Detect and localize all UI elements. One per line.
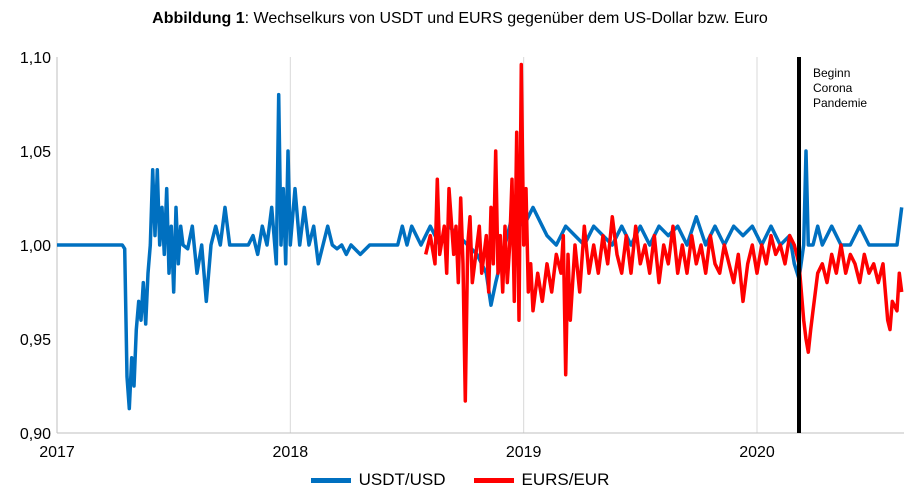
legend-label-usdt: USDT/USD — [358, 470, 446, 489]
x-tick-label-2017: 2017 — [39, 444, 75, 461]
x-tick-label-2018: 2018 — [273, 444, 309, 461]
series-line-1 — [424, 62, 904, 403]
x-tick-label-2019: 2019 — [506, 444, 542, 461]
annotation-text-2: Pandemie — [813, 96, 867, 110]
legend-label-eurs: EURS/EUR — [521, 470, 610, 489]
chart-title: Abbildung 1: Wechselkurs von USDT und EU… — [0, 10, 920, 28]
chart-title-rest: : Wechselkurs von USDT und EURS gegenübe… — [244, 10, 768, 27]
y-tick-label-1: 0,95 — [20, 332, 51, 349]
legend-item-eurs: EURS/EUR — [473, 470, 610, 490]
annotation-text-0: Beginn — [813, 66, 850, 80]
y-tick-label-0: 0,90 — [20, 426, 51, 443]
y-tick-label-4: 1,10 — [20, 50, 51, 67]
series-line-0 — [57, 92, 904, 411]
line-chart: 0,90 0,95 1,00 1,05 1,10 2017 2018 2019 2020 Be… — [20, 50, 904, 461]
chart-title-bold: Abbildung 1 — [152, 10, 245, 27]
legend-swatch-eurs — [473, 477, 514, 483]
y-tick-labels: 0,90 0,95 1,00 1,05 1,10 — [20, 50, 51, 443]
annotation-text-1: Corona — [813, 81, 853, 95]
legend-swatch-usdt — [310, 477, 351, 483]
x-tick-label-2020: 2020 — [739, 444, 775, 461]
legend-item-usdt: USDT/USD — [310, 470, 446, 490]
y-tick-label-3: 1,05 — [20, 144, 51, 161]
y-tick-label-2: 1,00 — [20, 238, 51, 255]
series-lines — [57, 62, 904, 411]
x-tick-labels: 2017 2018 2019 2020 — [39, 444, 775, 461]
legend: USDT/USD EURS/EUR — [0, 470, 920, 490]
